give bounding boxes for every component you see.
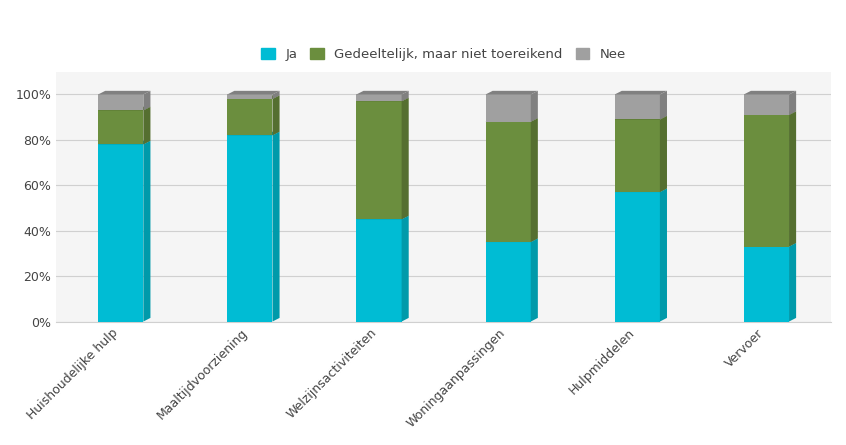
- Polygon shape: [228, 95, 279, 99]
- Polygon shape: [356, 97, 409, 101]
- Polygon shape: [98, 145, 143, 322]
- Polygon shape: [356, 219, 402, 322]
- Polygon shape: [744, 111, 796, 115]
- Polygon shape: [615, 94, 660, 119]
- Polygon shape: [356, 94, 402, 101]
- Polygon shape: [486, 118, 538, 122]
- Polygon shape: [143, 91, 151, 110]
- Polygon shape: [486, 91, 538, 94]
- Polygon shape: [660, 189, 667, 322]
- Polygon shape: [486, 122, 530, 242]
- Polygon shape: [486, 94, 530, 122]
- Polygon shape: [98, 141, 151, 145]
- Polygon shape: [530, 239, 538, 322]
- Polygon shape: [744, 243, 796, 247]
- Polygon shape: [615, 189, 667, 192]
- Polygon shape: [356, 91, 409, 94]
- Polygon shape: [98, 91, 151, 94]
- Legend: Ja, Gedeeltelijk, maar niet toereikend, Nee: Ja, Gedeeltelijk, maar niet toereikend, …: [261, 49, 626, 61]
- Polygon shape: [660, 116, 667, 192]
- Polygon shape: [530, 118, 538, 242]
- Polygon shape: [744, 115, 789, 247]
- Polygon shape: [356, 216, 409, 219]
- Polygon shape: [402, 91, 409, 101]
- Polygon shape: [744, 94, 789, 115]
- Polygon shape: [228, 91, 279, 94]
- Polygon shape: [615, 119, 660, 192]
- Polygon shape: [789, 243, 796, 322]
- Polygon shape: [615, 192, 660, 322]
- Polygon shape: [98, 107, 151, 110]
- Polygon shape: [272, 95, 279, 135]
- Polygon shape: [789, 111, 796, 247]
- Polygon shape: [98, 94, 143, 110]
- Polygon shape: [530, 91, 538, 122]
- Polygon shape: [486, 242, 530, 322]
- Polygon shape: [272, 91, 279, 99]
- Polygon shape: [744, 247, 789, 322]
- Polygon shape: [486, 239, 538, 242]
- Polygon shape: [615, 91, 667, 94]
- Polygon shape: [272, 132, 279, 322]
- Polygon shape: [228, 135, 272, 322]
- Polygon shape: [143, 107, 151, 145]
- Polygon shape: [143, 141, 151, 322]
- Polygon shape: [402, 97, 409, 219]
- Polygon shape: [228, 99, 272, 135]
- Polygon shape: [98, 110, 143, 145]
- Polygon shape: [660, 91, 667, 119]
- Polygon shape: [789, 91, 796, 115]
- Polygon shape: [356, 101, 402, 219]
- Polygon shape: [744, 91, 796, 94]
- Polygon shape: [615, 116, 667, 119]
- Polygon shape: [402, 216, 409, 322]
- Polygon shape: [228, 94, 272, 99]
- Polygon shape: [228, 132, 279, 135]
